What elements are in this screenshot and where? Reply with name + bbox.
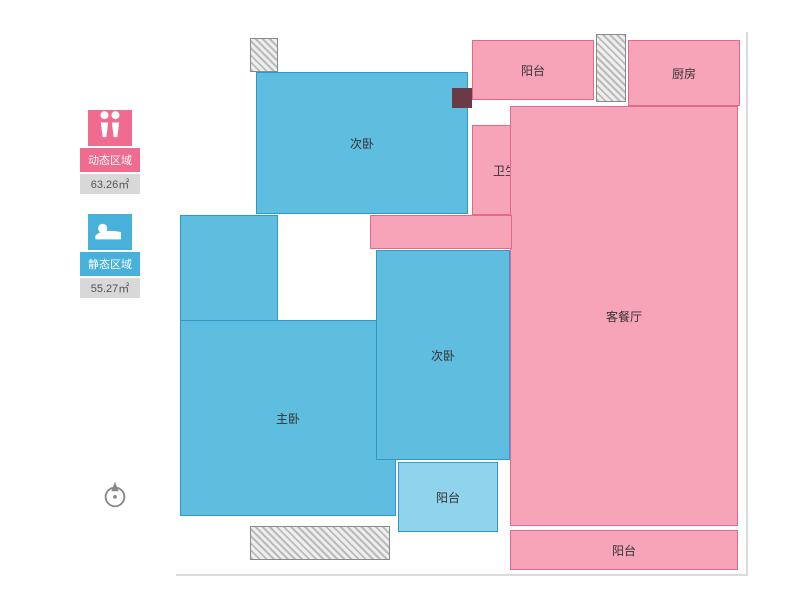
wall-outline	[250, 38, 278, 72]
room-lower-mid-balcony: 阳台	[398, 462, 498, 532]
room-bedroom-main: 主卧	[180, 320, 396, 516]
room-label: 厨房	[672, 65, 696, 82]
legend-static-value: 55.27㎡	[80, 278, 140, 298]
room-hall-strip	[370, 215, 512, 249]
legend-static: 静态区域 55.27㎡	[80, 214, 140, 298]
room-label: 次卧	[350, 135, 374, 152]
wall-outline	[596, 34, 626, 102]
room-bedroom2-mid: 次卧	[376, 250, 510, 460]
sleep-icon	[88, 214, 132, 250]
room-label: 阳台	[612, 542, 636, 559]
wall-outline	[250, 526, 390, 560]
legend-panel: 动态区域 63.26㎡ 静态区域 55.27㎡	[80, 110, 140, 318]
floorplan-canvas: 阳台厨房卫生间客餐厅阳台次卧卫生间主卧次卧阳台	[180, 10, 780, 590]
room-kitchen: 厨房	[628, 40, 740, 106]
pillar-marker	[452, 88, 472, 108]
room-label: 阳台	[436, 489, 460, 506]
legend-dynamic-label: 动态区域	[80, 148, 140, 172]
room-bedroom2-top: 次卧	[256, 72, 468, 214]
room-label: 客餐厅	[606, 308, 642, 325]
room-lower-right-balcony: 阳台	[510, 530, 738, 570]
room-upper-balcony: 阳台	[472, 40, 594, 100]
room-master-extend	[180, 215, 278, 321]
people-icon	[88, 110, 132, 146]
room-living: 客餐厅	[510, 106, 738, 526]
legend-dynamic: 动态区域 63.26㎡	[80, 110, 140, 194]
room-label: 次卧	[431, 347, 455, 364]
legend-static-label: 静态区域	[80, 252, 140, 276]
room-label: 主卧	[276, 410, 300, 427]
compass-icon	[100, 480, 130, 510]
legend-dynamic-value: 63.26㎡	[80, 174, 140, 194]
room-label: 阳台	[521, 62, 545, 79]
